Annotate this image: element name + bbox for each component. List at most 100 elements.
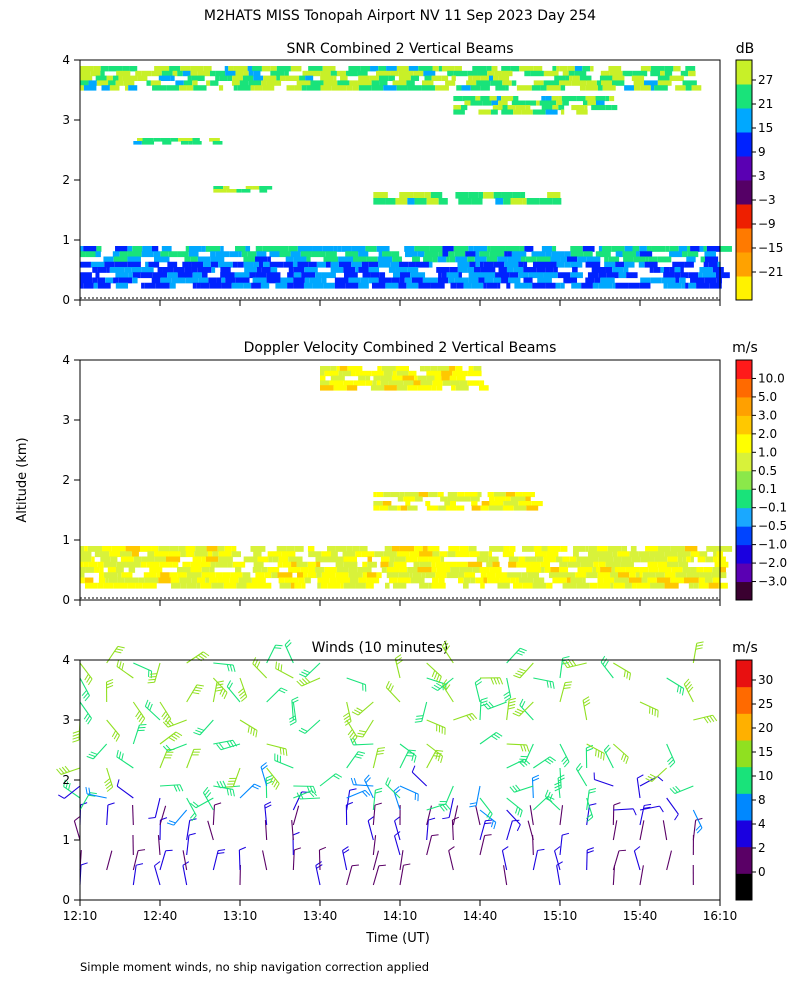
field-cell bbox=[341, 246, 352, 252]
wind-barb-feather bbox=[480, 700, 488, 704]
field-cell bbox=[444, 501, 451, 507]
field-cell bbox=[663, 282, 668, 289]
field-cell bbox=[121, 572, 133, 579]
field-cell bbox=[405, 501, 411, 507]
field-cell bbox=[299, 75, 306, 81]
field-cell bbox=[426, 505, 439, 511]
wind-barb-feather bbox=[271, 778, 276, 786]
wind-barb bbox=[693, 714, 713, 721]
field-cell bbox=[687, 246, 691, 252]
field-cell bbox=[335, 546, 347, 552]
field-cell bbox=[582, 577, 586, 584]
wind-barb bbox=[633, 850, 641, 871]
field-cell bbox=[686, 256, 696, 263]
wind-barb bbox=[346, 789, 366, 799]
field-cell bbox=[324, 567, 337, 573]
wind-barb-feather bbox=[517, 670, 525, 674]
field-cell bbox=[552, 105, 559, 111]
wind-barb-feather bbox=[250, 727, 253, 735]
field-cell bbox=[617, 551, 630, 558]
field-cell bbox=[253, 75, 264, 81]
field-cell bbox=[436, 267, 450, 273]
field-cell bbox=[380, 375, 392, 381]
field-cell bbox=[305, 75, 314, 81]
field-cell bbox=[115, 272, 129, 279]
field-cell bbox=[493, 277, 502, 284]
colorbar-tick-label: −3.0 bbox=[758, 575, 787, 589]
field-cell bbox=[467, 370, 482, 377]
wind-barb bbox=[144, 705, 161, 721]
wind-barb-feather bbox=[299, 792, 304, 800]
field-cell bbox=[252, 66, 262, 72]
field-cell bbox=[137, 138, 143, 142]
field-cell bbox=[320, 582, 328, 589]
field-cell bbox=[472, 66, 487, 72]
field-cell bbox=[597, 85, 603, 91]
field-cell bbox=[585, 261, 601, 268]
field-cell bbox=[471, 282, 484, 289]
field-cell bbox=[413, 561, 420, 568]
field-cell bbox=[200, 582, 212, 589]
wind-barb-feather bbox=[74, 816, 81, 822]
field-cell bbox=[428, 556, 441, 563]
field-cell bbox=[669, 251, 683, 258]
wind-barb-feather bbox=[595, 749, 597, 757]
colorbar-swatch bbox=[736, 820, 752, 848]
wind-barb-feather bbox=[222, 780, 227, 788]
wind-barb-feather bbox=[376, 752, 384, 755]
field-cell bbox=[388, 561, 394, 568]
colorbar-tick-label: 2 bbox=[758, 841, 766, 855]
field-cell bbox=[243, 70, 249, 77]
wind-barb-feather bbox=[136, 863, 144, 866]
wind-barb-feather bbox=[496, 677, 501, 685]
field-cell bbox=[463, 577, 471, 584]
wind-barb-feather bbox=[374, 802, 382, 806]
wind-barb-feather bbox=[442, 679, 448, 686]
wind-barb-feather bbox=[513, 674, 521, 679]
field-cell bbox=[436, 385, 443, 391]
field-cell bbox=[152, 85, 167, 91]
field-cell bbox=[511, 251, 527, 258]
wind-barb-feather bbox=[149, 703, 153, 711]
colorbar-swatch bbox=[736, 228, 752, 253]
wind-barb-feather bbox=[223, 692, 228, 700]
x-axis-label: Time (UT) bbox=[365, 931, 430, 946]
x-tick-label: 12:10 bbox=[63, 909, 98, 923]
wind-barb-feather bbox=[319, 846, 327, 851]
field-cell bbox=[170, 75, 175, 81]
wind-barb-feather bbox=[668, 759, 674, 765]
wind-barb-feather bbox=[394, 816, 401, 822]
field-cell bbox=[342, 370, 351, 377]
field-cell bbox=[600, 567, 612, 573]
wind-barb-feather bbox=[385, 680, 390, 688]
field-cell bbox=[638, 261, 645, 268]
field-cell bbox=[266, 80, 282, 86]
wind-barb bbox=[266, 687, 282, 703]
wind-barb-feather bbox=[613, 802, 621, 806]
wind-barb-feather bbox=[565, 660, 571, 668]
field-cell bbox=[168, 251, 178, 258]
field-cell bbox=[323, 556, 337, 563]
wind-barb bbox=[291, 820, 294, 841]
colorbar-tick-label: 8 bbox=[758, 793, 766, 807]
wind-barb-feather bbox=[216, 743, 222, 751]
field-cell bbox=[524, 70, 531, 77]
field-cell bbox=[639, 246, 647, 252]
field-cell bbox=[414, 496, 423, 502]
field-cell bbox=[243, 256, 256, 263]
field-cell bbox=[186, 582, 197, 589]
field-cell bbox=[424, 75, 432, 81]
field-cell bbox=[504, 261, 519, 268]
wind-barb-feather bbox=[623, 755, 627, 763]
field-cell bbox=[368, 261, 379, 268]
field-cell bbox=[446, 272, 459, 279]
field-cell bbox=[317, 577, 330, 584]
field-cell bbox=[293, 277, 305, 284]
wind-barb bbox=[116, 756, 134, 769]
field-cell bbox=[547, 546, 561, 552]
field-cell bbox=[519, 246, 525, 252]
wind-barb bbox=[154, 797, 161, 818]
field-cell bbox=[205, 246, 221, 252]
x-tick-label: 16:10 bbox=[703, 909, 738, 923]
